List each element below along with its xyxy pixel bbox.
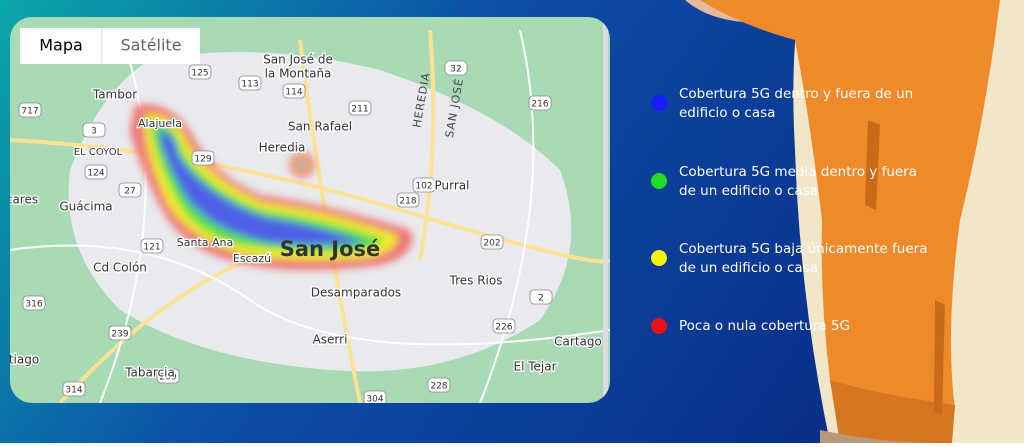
legend-dot: [651, 318, 667, 334]
legend-label: Cobertura 5G dentro y fuera de un: [679, 86, 913, 102]
place-label: la Montaña: [265, 67, 332, 81]
legend-label: de un edificio o casa: [679, 183, 818, 199]
route-shield: [191, 150, 215, 166]
route-number: 3: [91, 127, 97, 137]
route-shield: [529, 289, 553, 305]
route-shield: [348, 100, 372, 116]
route-shield: [62, 381, 86, 397]
route-number: 228: [430, 382, 447, 392]
route-shield: [118, 182, 142, 198]
legend-dot: [651, 250, 667, 266]
legend-label: Poca o nula cobertura 5G: [679, 318, 850, 334]
route-number: 129: [194, 155, 211, 165]
legend-label: Cobertura 5G media dentro y fuera: [679, 164, 917, 180]
legend-label: Cobertura 5G baja únicamente fuera: [679, 241, 927, 257]
route-shield: [412, 177, 436, 193]
route-shield: [18, 102, 42, 118]
place-label: Santa Ana: [177, 236, 233, 249]
route-number: 314: [65, 386, 82, 396]
place-label: Guácima: [59, 200, 112, 214]
route-number: 102: [415, 182, 432, 192]
route-shield: [363, 390, 387, 403]
route-shield: [156, 368, 180, 384]
route-number: 114: [285, 88, 302, 98]
route-shield: [108, 325, 132, 341]
place-label: Escazú: [233, 252, 271, 265]
route-shield: [82, 122, 106, 138]
place-label: San José de: [263, 53, 333, 67]
satellite-tab[interactable]: Satélite: [120, 36, 181, 55]
place-label: El Tejar: [513, 360, 556, 374]
legend-dot: [651, 173, 667, 189]
place-label: Alajuela: [138, 117, 182, 130]
person: [685, 0, 1024, 443]
place-label: Aserri: [313, 333, 348, 347]
route-shield: [188, 64, 212, 80]
map-tab[interactable]: Mapa: [39, 36, 83, 55]
route-number: 124: [87, 169, 104, 179]
place-label: Heredia: [259, 141, 306, 155]
route-number: 211: [351, 105, 368, 115]
place-label: San José: [280, 237, 381, 261]
place-label: Tambor: [92, 88, 137, 102]
route-number: 209: [159, 373, 176, 383]
route-shield: [396, 192, 420, 208]
place-label: Cd Colón: [93, 261, 147, 275]
route-shield: [84, 164, 108, 180]
route-number: 27: [124, 187, 135, 197]
route-shield: [480, 234, 504, 250]
legend-label: edificio o casa: [679, 105, 775, 121]
route-shield: [528, 95, 552, 111]
route-number: 226: [495, 323, 512, 333]
place-label: Purral: [435, 179, 470, 193]
route-number: 717: [21, 107, 38, 117]
place-label: San Rafael: [288, 120, 352, 134]
map[interactable]: 125 113 114 32 211 216 717 3 129 124 27 102 218 202 12…: [6, 17, 610, 405]
route-number: 2: [538, 294, 544, 304]
legend-label: de un edificio o casa: [679, 260, 818, 276]
place-label: Tabarcia: [124, 366, 175, 380]
route-number: 218: [399, 197, 416, 207]
route-number: 121: [143, 243, 160, 253]
legend-dot: [651, 95, 667, 111]
place-label: Desamparados: [311, 286, 401, 300]
map-type-control: [20, 28, 200, 64]
route-shield: [492, 318, 516, 334]
route-number: 125: [191, 69, 208, 79]
route-number: 316: [25, 300, 42, 310]
route-number: 304: [366, 395, 383, 405]
route-shield: [140, 238, 164, 254]
route-number: 239: [111, 330, 128, 340]
route-number: 216: [531, 100, 548, 110]
route-number: 202: [483, 239, 500, 249]
route-shield: [238, 75, 262, 91]
place-label: Cartago: [554, 335, 602, 349]
place-label: EL COYOL: [74, 147, 123, 158]
route-shield: [427, 377, 451, 393]
place-label: cares: [6, 193, 38, 207]
place-label: Tres Rios: [449, 274, 503, 288]
route-shield: [22, 295, 46, 311]
route-number: 113: [241, 80, 258, 90]
route-shield: [282, 83, 306, 99]
place-label: tiago: [9, 353, 39, 367]
route-number: 32: [450, 65, 461, 75]
route-shield: [444, 60, 468, 76]
